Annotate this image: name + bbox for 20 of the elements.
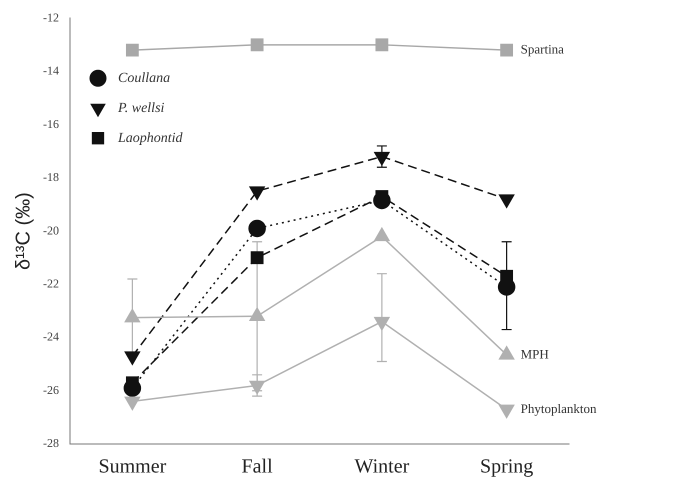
y-tick-label: -14 [42, 64, 59, 78]
legend-label: Laophontid [116, 130, 184, 146]
legend-label: P. wellsi [116, 100, 165, 116]
annotation: MPH [520, 346, 549, 362]
y-axis-title: δ¹³C (‰) [12, 192, 35, 270]
y-tick-label: -12 [42, 10, 59, 24]
x-tick-label: Summer [98, 455, 167, 478]
annotation: Phytoplankton [520, 400, 597, 416]
y-tick-label: -20 [42, 223, 59, 238]
y-tick-label: -18 [42, 170, 59, 184]
y-tick-label: -24 [42, 330, 59, 344]
y-tick-label: -22 [42, 276, 59, 290]
x-tick-label: Fall [242, 455, 274, 478]
annotation: Spartina [520, 42, 564, 57]
x-tick-label: Spring [480, 455, 534, 478]
y-tick-label: -26 [42, 382, 59, 397]
y-tick-label: -16 [42, 116, 59, 131]
x-tick-label: Winter [354, 455, 410, 478]
legend-label: Coullana [118, 70, 170, 86]
y-tick-label: -28 [42, 436, 59, 450]
